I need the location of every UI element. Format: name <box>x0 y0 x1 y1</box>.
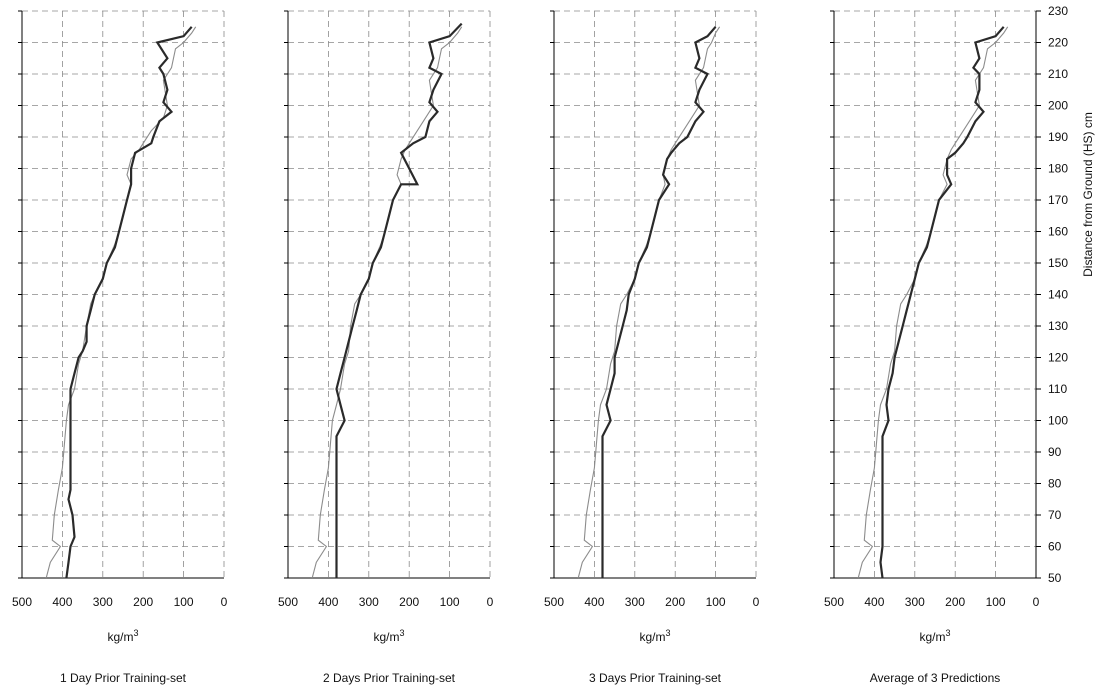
y-tick-label: 170 <box>1048 193 1068 207</box>
x-tick-label: 100 <box>986 595 1006 609</box>
x-tick-label: 500 <box>824 595 844 609</box>
measured-density-line <box>577 26 721 579</box>
y-tick-label: 190 <box>1048 130 1068 144</box>
x-tick-label: 300 <box>625 595 645 609</box>
measured-density-line <box>311 26 463 579</box>
panel-3: 500 400 300 200 100 0 kg/m3 3 Days Prior Traini… <box>544 10 760 685</box>
y-tick-label: 130 <box>1048 319 1068 333</box>
x-tick-label: 500 <box>278 595 298 609</box>
predicted-density-line <box>65 26 193 579</box>
x-axis-unit-superscript: 3 <box>134 628 139 638</box>
x-tick-label: 400 <box>52 595 72 609</box>
predicted-density-line <box>879 26 1005 579</box>
y-tick-label: 160 <box>1048 225 1068 239</box>
y-tick-label: 230 <box>1048 4 1068 18</box>
x-axis-unit-label: kg/m3 <box>919 628 950 644</box>
x-axis-unit-superscript: 3 <box>946 628 951 638</box>
panel-4: 500 400 300 200 100 0 kg/m3 Average of 3 Predic… <box>824 4 1095 685</box>
x-axis-unit-superscript: 3 <box>400 628 405 638</box>
y-tick-label: 50 <box>1048 571 1062 585</box>
panel-subtitle: 2 Days Prior Training-set <box>323 671 456 685</box>
x-tick-label: 300 <box>359 595 379 609</box>
panel-subtitle: 3 Days Prior Training-set <box>589 671 722 685</box>
y-tick-label: 140 <box>1048 288 1068 302</box>
x-tick-label: 400 <box>584 595 604 609</box>
y-tick-label: 80 <box>1048 477 1062 491</box>
x-tick-label: 100 <box>440 595 460 609</box>
x-tick-label: 300 <box>905 595 925 609</box>
y-axis-title: Distance from Ground (HS) cm <box>1081 112 1095 277</box>
x-axis-unit-label: kg/m3 <box>639 628 670 644</box>
x-tick-label: 400 <box>864 595 884 609</box>
x-tick-label: 500 <box>544 595 564 609</box>
x-tick-label: 100 <box>174 595 194 609</box>
x-tick-label: 200 <box>133 595 153 609</box>
y-tick-label: 120 <box>1048 351 1068 365</box>
predicted-density-line <box>601 26 717 578</box>
x-tick-label: 0 <box>221 595 228 609</box>
panel-subtitle: 1 Day Prior Training-set <box>60 671 187 685</box>
x-tick-label: 400 <box>318 595 338 609</box>
y-tick-label: 220 <box>1048 36 1068 50</box>
y-tick-label: 110 <box>1048 382 1067 396</box>
panel-subtitle: Average of 3 Predictions <box>870 671 1001 685</box>
x-tick-label: 0 <box>487 595 494 609</box>
x-axis-unit-superscript: 3 <box>666 628 671 638</box>
x-tick-label: 0 <box>1033 595 1040 609</box>
panel-1: 500 400 300 200 100 0 kg/m3 1 Day Prior Trainin… <box>12 10 228 685</box>
y-tick-label: 90 <box>1048 445 1062 459</box>
x-tick-label: 500 <box>12 595 32 609</box>
y-tick-label: 100 <box>1048 414 1068 428</box>
measured-density-line <box>857 26 1009 579</box>
x-tick-label: 0 <box>753 595 760 609</box>
predicted-density-line <box>335 22 463 578</box>
x-axis-unit-label: kg/m3 <box>373 628 404 644</box>
y-tick-label: 60 <box>1048 540 1062 554</box>
x-tick-label: 200 <box>665 595 685 609</box>
y-tick-label: 210 <box>1048 67 1068 81</box>
y-tick-label: 70 <box>1048 508 1062 522</box>
x-tick-label: 100 <box>706 595 726 609</box>
x-tick-label: 200 <box>399 595 419 609</box>
y-tick-label: 150 <box>1048 256 1068 270</box>
x-tick-label: 200 <box>945 595 965 609</box>
x-tick-label: 300 <box>93 595 113 609</box>
y-tick-label: 180 <box>1048 162 1068 176</box>
x-axis-unit-label: kg/m3 <box>107 628 138 644</box>
panel-2: 500 400 300 200 100 0 kg/m3 2 Days Prior Traini… <box>278 10 494 685</box>
y-tick-label: 200 <box>1048 99 1068 113</box>
